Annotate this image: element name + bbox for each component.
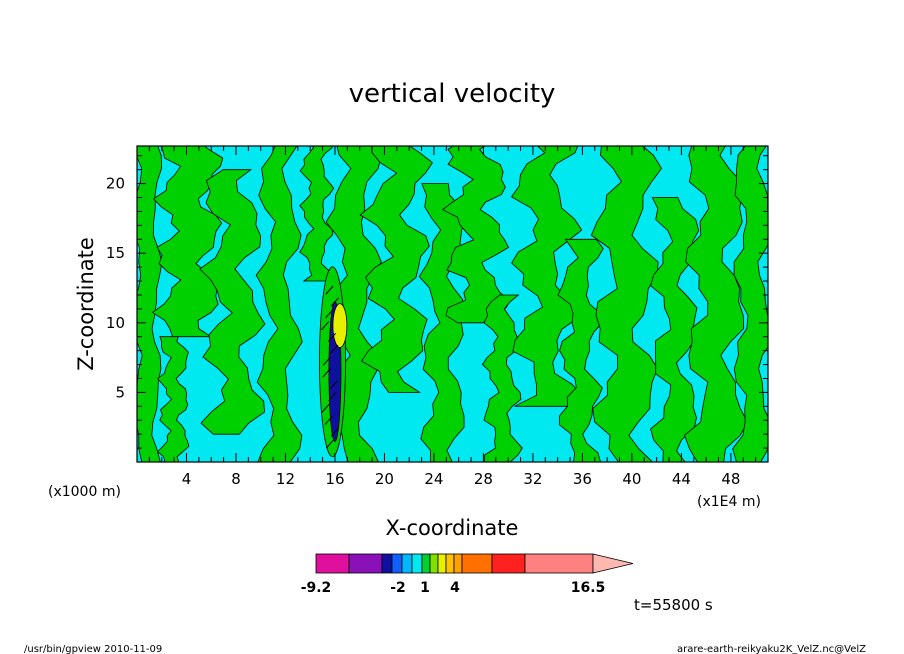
core-contour-line [325,439,335,449]
colorbar [315,553,634,574]
updraft-band [359,146,434,393]
core-contour-line [328,392,337,402]
x-tick-label: 40 [622,470,641,488]
core-contour-line [322,356,332,366]
core-contour-line [322,368,331,378]
core-contour-line [330,297,340,307]
colorbar-tick-labels: -9.2 -2 1 4 16.5 [301,580,606,596]
time-label: t=55800 s [634,596,713,614]
updraft-band [732,146,768,462]
core-contour-line [321,403,330,413]
core-contour-line [325,309,334,319]
updraft-band [650,197,700,462]
colorbar-arrow [592,553,634,574]
x-tick-label: 12 [276,470,295,488]
footer-right: arare-earth-reikyaku2K_VelZ.nc@VelZ [677,644,866,654]
updraft-band [510,146,583,407]
colorbar-segment [401,553,413,574]
core-contour-line [321,321,330,331]
colorbar-segment [391,553,403,574]
convective-core [319,266,348,458]
updraft-band [590,146,662,462]
updraft-band [255,146,303,462]
contour-bands [137,146,768,462]
x-tick-label: 24 [424,470,443,488]
x-tick-label: 32 [523,470,542,488]
x-tick-label: 20 [375,470,394,488]
updraft-band [441,146,511,324]
y-axis-ticks: 5 10 15 20 [106,155,768,449]
x-axis-ticks: 4 8 12 16 20 24 28 32 36 40 44 48 [148,146,757,488]
colorbar-segment [411,553,423,574]
updraft-band [557,238,604,462]
x-axis-label: X-coordinate [386,516,519,540]
colorbar-segment [348,553,383,574]
colorbar-segment [524,553,594,574]
updraft-band [199,169,266,435]
core-contour-line [330,344,339,354]
colorbar-segment [421,553,431,574]
updraft-band [481,294,523,462]
y-tick-label: 15 [106,244,125,262]
updraft-band [684,146,748,462]
colorbar-segment [381,553,393,574]
colorbar-tick-label: -2 [390,580,406,596]
x-tick-label: 16 [325,470,344,488]
colorbar-segment [445,553,455,574]
y-multiplier-label: (x1000 m) [48,484,121,500]
colorbar-segment [453,553,463,574]
x-tick-label: 4 [182,470,192,488]
y-tick-label: 20 [106,175,125,193]
core-updraft [332,303,348,348]
chart-title: vertical velocity [349,79,556,109]
core-contour-line [325,285,334,295]
y-tick-label: 10 [106,314,125,332]
x-multiplier-label: (x1E4 m) [697,494,761,510]
core-contour-line [330,427,340,437]
core-contour-line [324,415,333,425]
updraft-band [299,146,335,282]
colorbar-tick-label: -9.2 [301,580,332,596]
y-axis-label: Z-coordinate [74,237,98,371]
footer-left: /usr/bin/gpview 2010-11-09 [24,644,162,654]
x-tick-label: 36 [573,470,592,488]
x-tick-label: 44 [672,470,691,488]
colorbar-segment [437,553,447,574]
y-tick-label: 5 [115,383,125,401]
core-contour-line [327,332,337,342]
core-contour-line [329,380,339,390]
colorbar-segment [315,553,350,574]
colorbar-segment [429,553,439,574]
colorbar-segment [491,553,526,574]
colorbar-tick-label: 1 [420,580,430,596]
x-tick-label: 8 [231,470,241,488]
plot-frame [136,145,769,463]
x-tick-label: 28 [474,470,493,488]
updraft-band [157,336,190,462]
colorbar-tick-label: 4 [450,580,460,596]
colorbar-tick-label: 16.5 [571,580,606,596]
colorbar-segment [461,553,493,574]
x-tick-label: 48 [721,470,740,488]
